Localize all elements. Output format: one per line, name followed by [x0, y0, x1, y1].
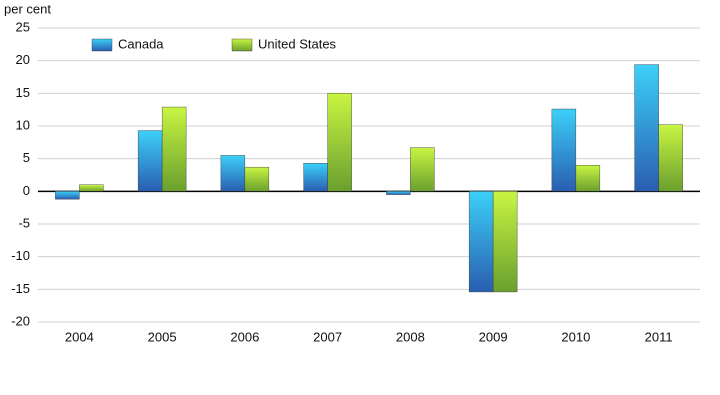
bar: [137, 130, 163, 192]
bar: [551, 108, 577, 192]
bar: [220, 155, 246, 192]
y-tick-label: -15: [11, 281, 30, 296]
bar: [410, 147, 435, 192]
y-tick-label: 5: [23, 150, 30, 165]
bar: [634, 64, 659, 192]
bar: [161, 106, 187, 192]
bar: [244, 166, 270, 192]
x-tick-label: 2009: [479, 329, 508, 344]
legend-swatch: [91, 38, 113, 52]
x-tick-label: 2007: [313, 329, 342, 344]
bar: [575, 164, 601, 192]
x-tick-label: 2010: [561, 329, 590, 344]
y-tick-label: -20: [11, 313, 30, 328]
bar: [327, 93, 352, 192]
y-tick-label: 20: [16, 52, 30, 67]
y-axis-label: per cent: [4, 1, 51, 16]
x-tick-label: 2006: [230, 329, 259, 344]
bar: [303, 163, 328, 192]
y-tick-label: -10: [11, 248, 30, 263]
bar: [492, 191, 518, 293]
legend-label: United States: [258, 36, 337, 51]
y-tick-label: 15: [16, 85, 30, 100]
bar: [658, 124, 683, 192]
x-tick-label: 2005: [148, 329, 177, 344]
legend-label: Canada: [118, 36, 164, 51]
y-tick-label: 25: [16, 19, 30, 34]
bar: [468, 191, 494, 293]
bar: [55, 191, 80, 200]
y-tick-label: 0: [23, 183, 30, 198]
bar: [386, 191, 411, 195]
x-tick-label: 2008: [396, 329, 425, 344]
y-tick-label: -5: [18, 215, 30, 230]
bar: [79, 184, 104, 192]
x-tick-label: 2011: [645, 329, 673, 344]
legend-swatch: [231, 38, 253, 52]
y-tick-label: 10: [16, 117, 30, 132]
x-tick-label: 2004: [65, 329, 94, 344]
